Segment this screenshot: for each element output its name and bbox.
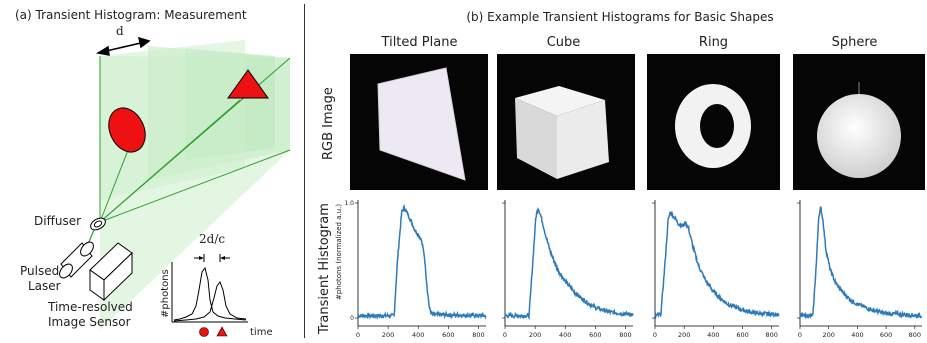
x-tick-label: 200 (678, 331, 690, 339)
pulsed-laser-icon (59, 241, 94, 279)
label-time: time (250, 327, 273, 338)
photo-sphere (793, 54, 925, 190)
x-tick-label: 400 (412, 331, 424, 339)
x-tick-label: 400 (707, 331, 719, 339)
column-title-cube: Cube (546, 35, 581, 50)
red-ellipse-object (108, 107, 146, 153)
label-time-resolved: Time-resolved (48, 300, 133, 314)
diffuser-icon (90, 217, 106, 231)
image-sensor-icon (89, 242, 133, 302)
tilted-plane-image (377, 67, 466, 181)
label-image-sensor: Image Sensor (48, 315, 131, 329)
panel-b-caption: (b) Example Transient Histograms for Bas… (466, 10, 774, 24)
histogram-curve-3 (799, 206, 923, 320)
histogram-curve-1 (504, 206, 634, 321)
x-tick-label: 0 (798, 331, 802, 339)
y-tick-label: 1.0 (344, 200, 354, 207)
red-triangle-marker (216, 326, 228, 337)
x-tick-label: 600 (442, 331, 454, 339)
distance-d-arrow (95, 36, 151, 56)
red-circle-marker (199, 327, 209, 337)
x-tick-label: 600 (589, 331, 601, 339)
photo-cube (497, 54, 635, 190)
label-pulsed: Pulsed (20, 264, 60, 278)
x-tick-label: 800 (765, 331, 777, 339)
column-title-sphere: Sphere (831, 35, 878, 50)
label-diffuser: Diffuser (34, 214, 82, 228)
label-laser: Laser (28, 279, 61, 293)
measurement-diagram (59, 36, 291, 337)
x-tick-label: 800 (909, 331, 921, 339)
x-tick-label: 200 (822, 331, 834, 339)
photo-ring (647, 54, 780, 190)
x-tick-label: 800 (619, 331, 631, 339)
x-tick-label: 600 (736, 331, 748, 339)
red-triangle-object (227, 69, 269, 99)
histogram-curve-0 (357, 204, 487, 321)
panel-divider (304, 4, 305, 338)
column-title-ring: Ring (698, 35, 729, 50)
panel-a-caption: (a) Transient Histogram: Measurement (15, 8, 247, 22)
x-tick-label: 200 (382, 331, 394, 339)
x-tick-label: 200 (529, 331, 541, 339)
x-tick-label: 0 (653, 331, 657, 339)
x-tick-label: 400 (851, 331, 863, 339)
x-tick-label: 800 (472, 331, 484, 339)
depth-plane-front (100, 40, 245, 200)
photo-tilted-plane (350, 54, 488, 190)
cube-image (515, 86, 609, 179)
column-title-tilted-plane: Tilted Plane (381, 35, 458, 50)
ring-image (675, 84, 751, 168)
label-d: d (116, 24, 124, 38)
sphere-image (817, 82, 901, 178)
label-2d-over-c: 2d/c (199, 232, 226, 246)
x-tick-label: 0 (503, 331, 507, 339)
histogram-curve-2 (654, 210, 780, 319)
x-tick-label: 600 (880, 331, 892, 339)
mini-histogram (171, 254, 248, 337)
y-tick-label: 0 (350, 315, 354, 322)
x-tick-label: 400 (559, 331, 571, 339)
x-tick-label: 0 (356, 331, 360, 339)
